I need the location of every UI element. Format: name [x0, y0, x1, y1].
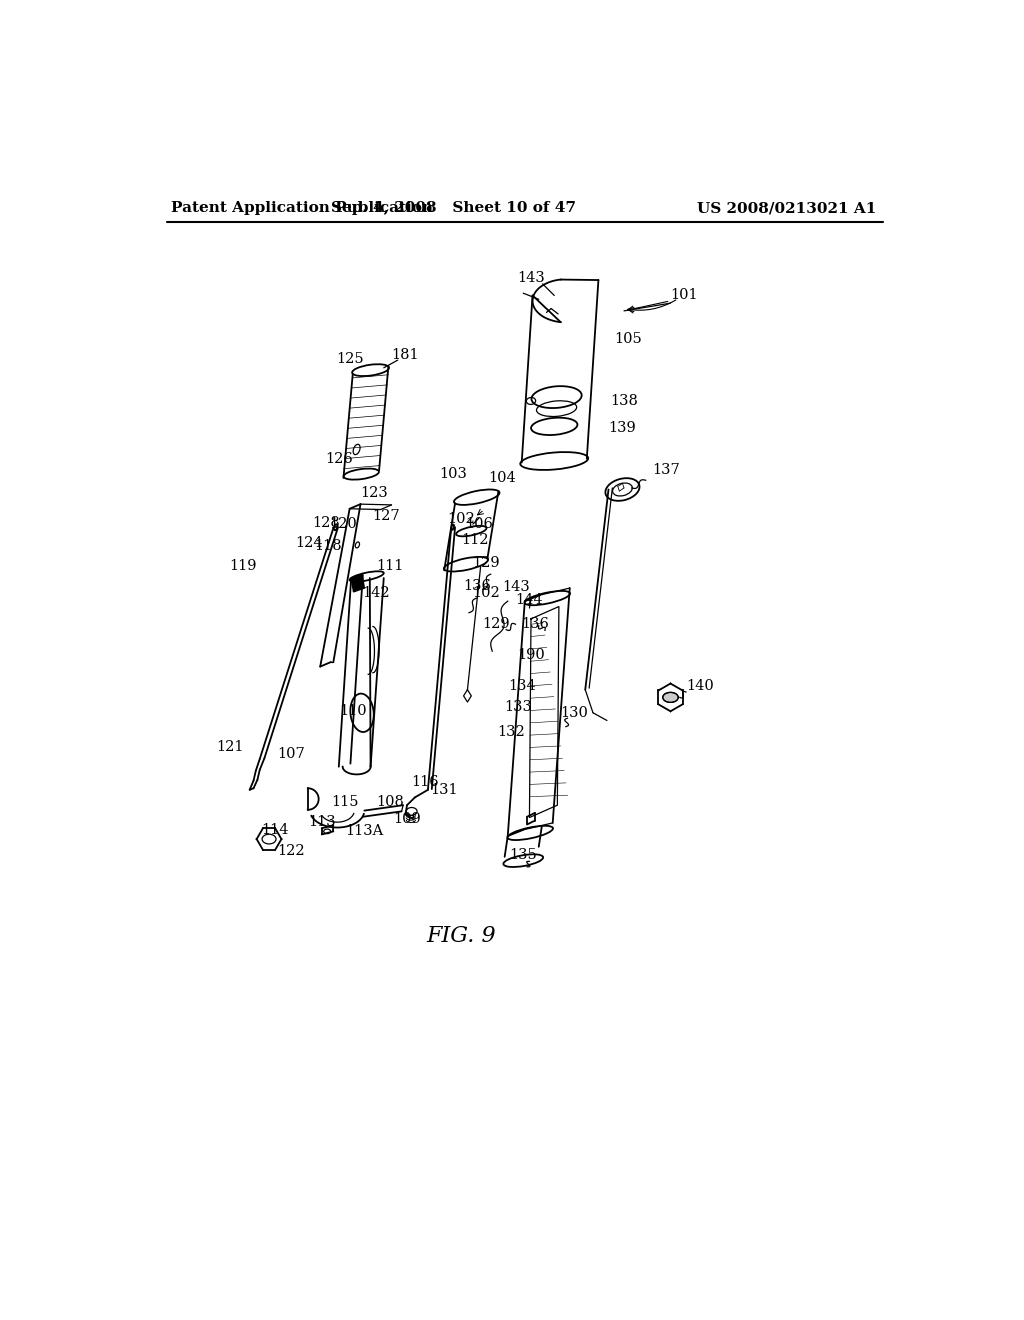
Text: 104: 104 [488, 471, 516, 484]
Text: 129: 129 [472, 557, 500, 570]
Text: 138: 138 [610, 393, 638, 408]
Text: 181: 181 [391, 347, 419, 362]
Text: 139: 139 [608, 421, 636, 434]
Text: 127: 127 [373, 508, 400, 523]
Text: 110: 110 [339, 705, 367, 718]
Text: 116: 116 [411, 775, 438, 789]
Text: 113A: 113A [345, 825, 384, 838]
Text: 144: 144 [515, 593, 543, 607]
Text: 109: 109 [393, 812, 421, 826]
Text: 124: 124 [296, 536, 324, 550]
Text: 107: 107 [276, 747, 304, 760]
Text: 143: 143 [503, 579, 530, 594]
Text: 137: 137 [652, 463, 681, 478]
Text: 135: 135 [509, 849, 538, 862]
Text: 131: 131 [430, 783, 458, 797]
Text: 136: 136 [463, 578, 490, 593]
Text: FIG. 9: FIG. 9 [426, 925, 496, 948]
Text: 129: 129 [482, 618, 510, 631]
Text: 106: 106 [465, 517, 493, 531]
Text: 125: 125 [337, 351, 365, 366]
Text: 122: 122 [276, 845, 304, 858]
Text: 140: 140 [686, 678, 714, 693]
Text: 120: 120 [330, 517, 357, 531]
Ellipse shape [663, 693, 678, 702]
Text: 105: 105 [614, 333, 642, 346]
Text: 113: 113 [308, 816, 336, 829]
Text: 102: 102 [472, 586, 500, 601]
Text: 103: 103 [439, 467, 467, 480]
Text: 108: 108 [376, 795, 403, 809]
Text: 130: 130 [560, 706, 589, 719]
Text: 101: 101 [671, 289, 698, 302]
Text: 118: 118 [314, 539, 342, 553]
Text: 136: 136 [521, 618, 549, 631]
Text: 119: 119 [229, 560, 256, 573]
Text: 133: 133 [504, 701, 531, 714]
Text: Patent Application Publication: Patent Application Publication [171, 202, 432, 215]
Text: 143: 143 [517, 271, 545, 285]
Text: 128: 128 [311, 516, 340, 529]
Text: US 2008/0213021 A1: US 2008/0213021 A1 [697, 202, 877, 215]
Text: 111: 111 [376, 560, 403, 573]
Text: 126: 126 [325, 451, 352, 466]
Text: 112: 112 [462, 533, 488, 548]
Text: 114: 114 [261, 822, 289, 837]
Text: 121: 121 [216, 741, 244, 755]
Text: 123: 123 [360, 486, 388, 500]
Polygon shape [351, 574, 365, 591]
Text: 190: 190 [517, 648, 545, 663]
Text: 132: 132 [497, 725, 524, 739]
Text: 102: 102 [447, 512, 475, 525]
Text: 115: 115 [331, 795, 358, 809]
Text: 142: 142 [362, 586, 390, 601]
Text: 134: 134 [508, 678, 536, 693]
Text: Sep. 4, 2008   Sheet 10 of 47: Sep. 4, 2008 Sheet 10 of 47 [331, 202, 575, 215]
